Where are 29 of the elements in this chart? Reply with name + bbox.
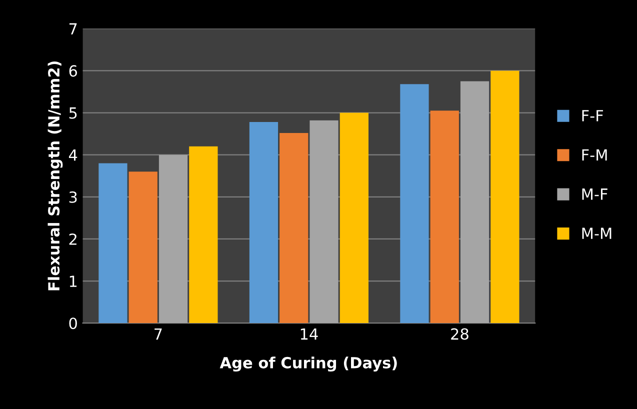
bar	[460, 81, 490, 324]
bar	[490, 70, 520, 324]
bar	[310, 120, 338, 324]
bar	[340, 112, 368, 324]
y-tick-label: 2	[69, 233, 76, 245]
bar	[98, 163, 128, 324]
bar	[280, 132, 308, 324]
x-tick-label: 7	[154, 328, 162, 340]
bar	[128, 172, 158, 324]
x-axis-title: Age of Curing (Days)	[220, 356, 397, 372]
bar	[158, 154, 188, 324]
bar	[189, 146, 218, 324]
legend-label: M-M	[582, 228, 612, 239]
bar	[400, 84, 429, 324]
y-tick-label: 5	[69, 107, 77, 119]
bar	[249, 122, 278, 324]
y-tick-label: 3	[69, 191, 77, 203]
legend-label: M-F	[582, 188, 608, 200]
legend-label: F-M	[582, 149, 607, 160]
y-tick-label: 0	[69, 318, 77, 330]
legend-label: F-F	[582, 110, 603, 122]
y-tick-label: 1	[70, 276, 77, 287]
y-axis-title: Flexural Strength (N/mm2)	[48, 61, 63, 290]
x-tick-label: 28	[451, 328, 468, 340]
x-tick-label: 14	[300, 328, 318, 340]
y-tick-label: 4	[68, 150, 78, 161]
y-tick-label: 6	[69, 65, 77, 77]
bar	[430, 110, 459, 324]
y-tick-label: 7	[69, 23, 77, 34]
